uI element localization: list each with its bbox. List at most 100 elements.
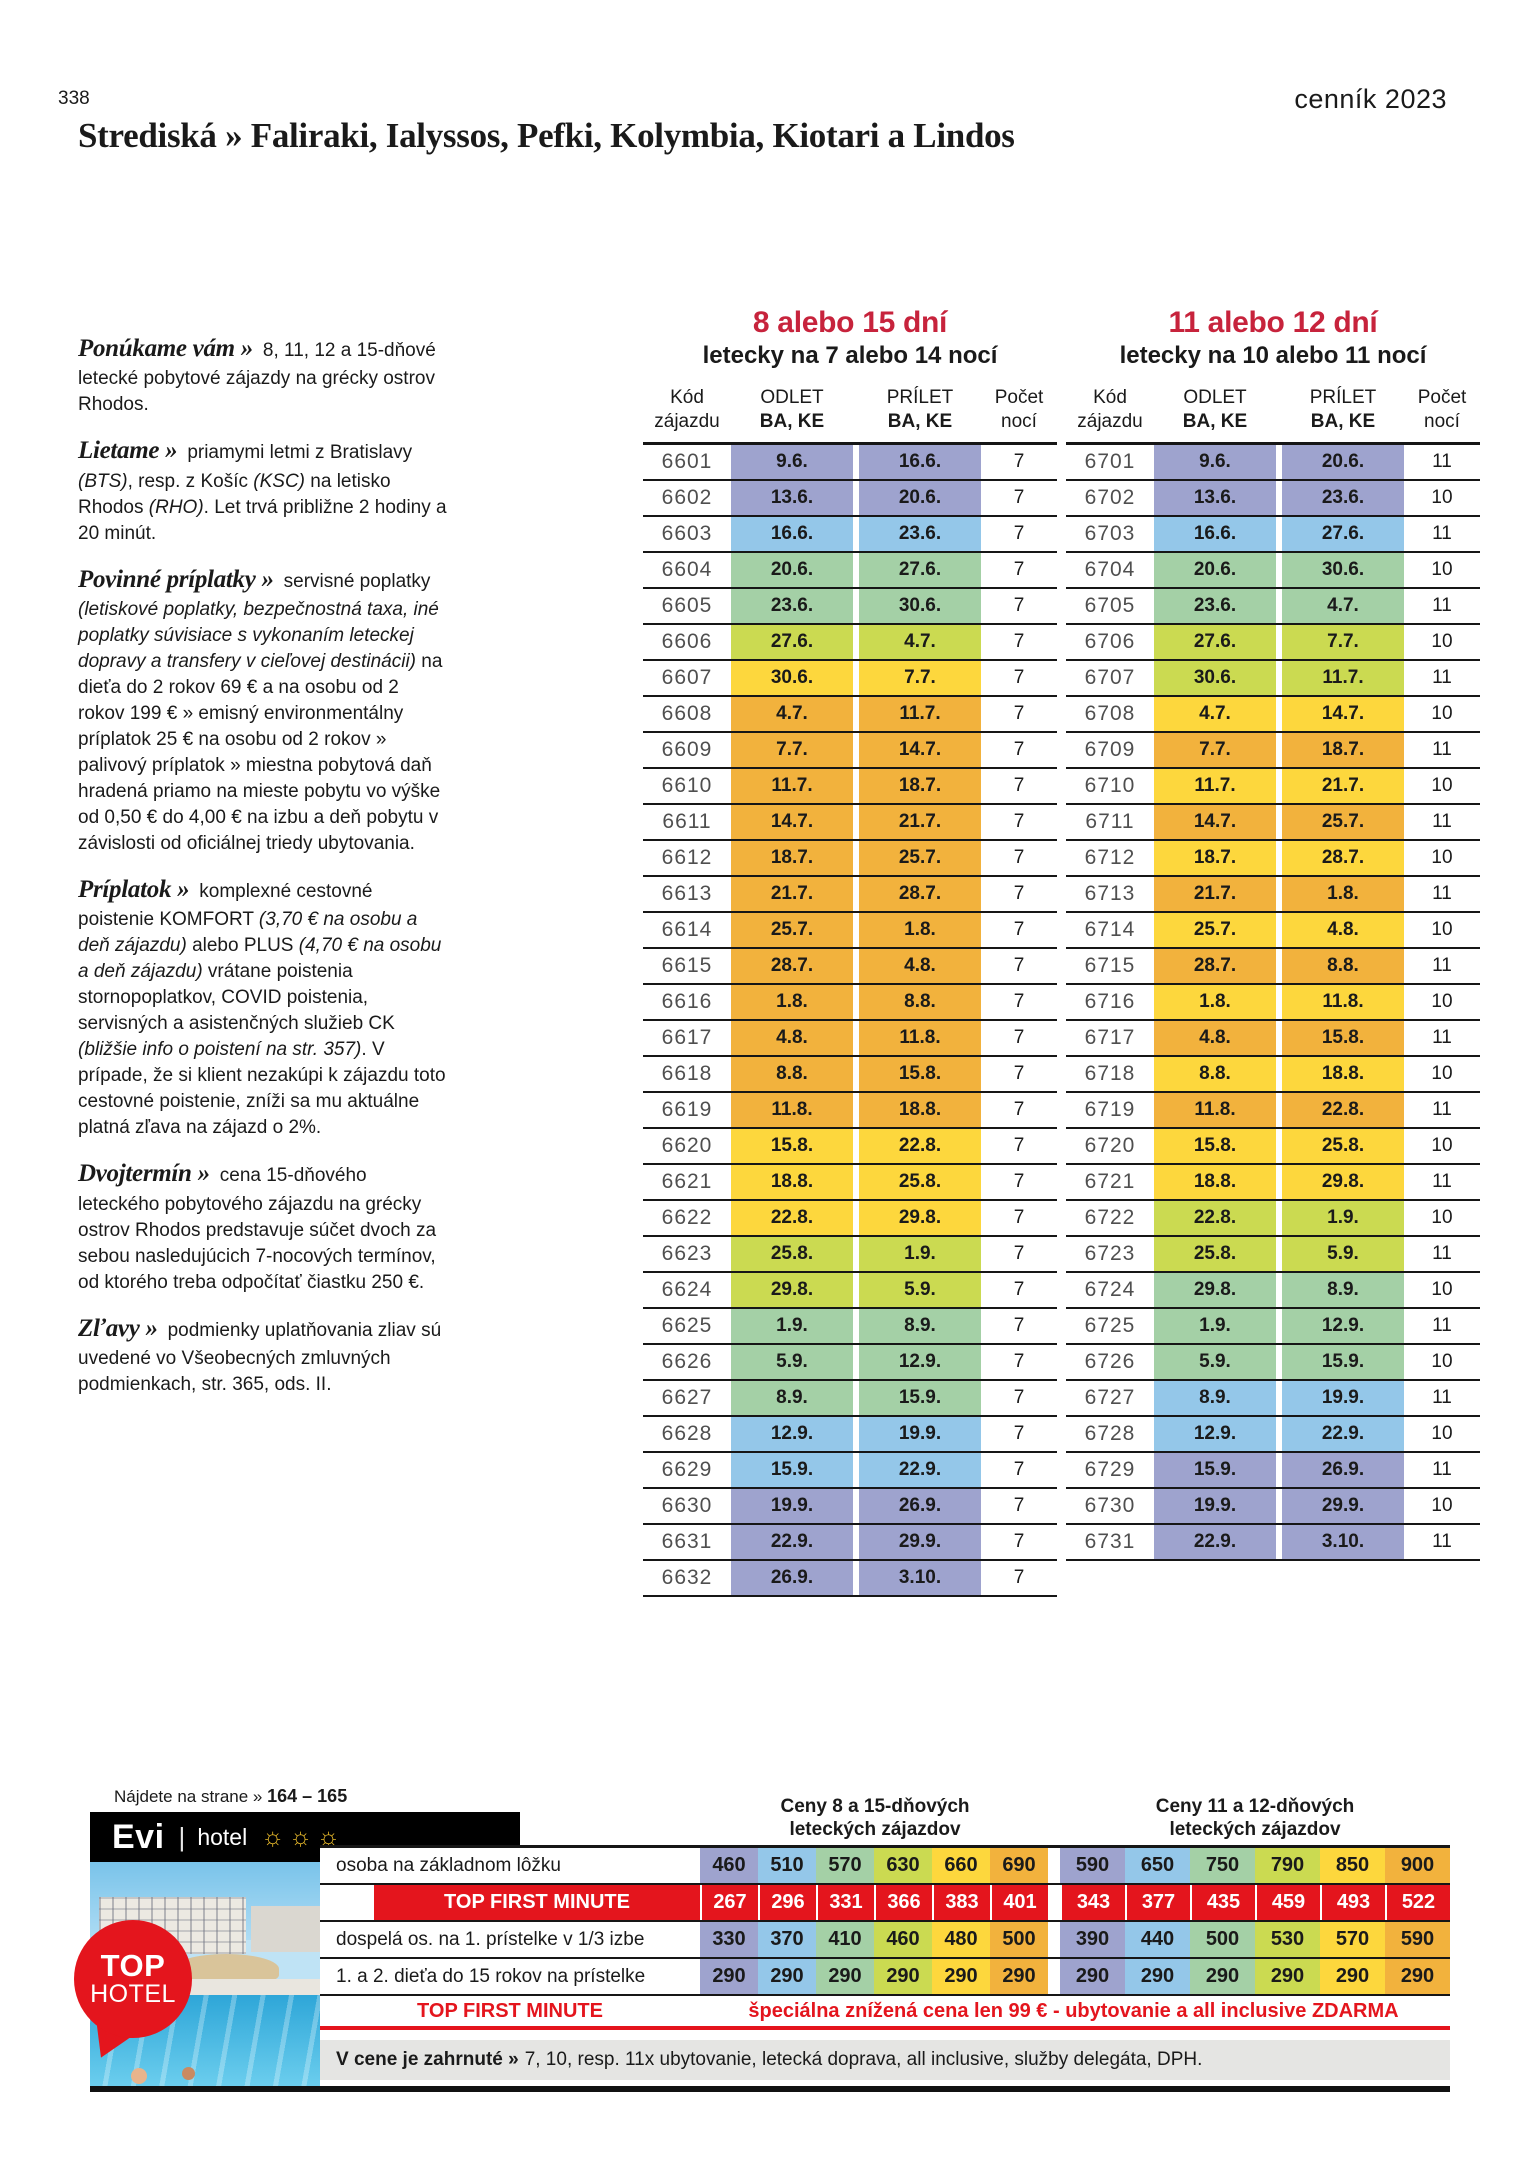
departure-row: 6609 7.7. 14.7. 7 bbox=[643, 732, 1057, 769]
nights-cell: 11 bbox=[1432, 1170, 1452, 1192]
group-gap bbox=[1048, 1922, 1060, 1957]
nights-cell: 7 bbox=[1013, 702, 1025, 724]
tour-code-cell: 6604 bbox=[661, 557, 713, 581]
price-cell: 267 bbox=[700, 1885, 758, 1920]
tour-code-cell: 6710 bbox=[1084, 773, 1136, 797]
column-gap bbox=[853, 696, 859, 731]
arrival-date-cell: 29.9. bbox=[859, 1524, 981, 1559]
nights-cell: 11 bbox=[1432, 1026, 1452, 1048]
arrival-date-cell: 25.8. bbox=[1282, 1128, 1404, 1163]
tour-code-cell: 6628 bbox=[661, 1421, 713, 1445]
tour-code-cell: 6709 bbox=[1084, 737, 1136, 761]
departure-row: 6607 30.6. 7.7. 7 bbox=[643, 660, 1057, 697]
departure-date-cell: 25.7. bbox=[1154, 912, 1276, 947]
column-gap bbox=[853, 1020, 859, 1055]
departure-date-cell: 15.8. bbox=[1154, 1128, 1276, 1163]
price-cell: 370 bbox=[758, 1922, 816, 1957]
departure-row: 6704 20.6. 30.6. 10 bbox=[1066, 552, 1480, 589]
column-header-code: Kód zájazdu bbox=[654, 387, 720, 433]
nights-cell: 7 bbox=[1013, 666, 1025, 688]
departure-row: 6719 11.8. 22.8. 11 bbox=[1066, 1092, 1480, 1129]
find-on-page-line: Nájdete na strane » 164 – 165 bbox=[114, 1786, 347, 1807]
nights-cell: 11 bbox=[1432, 1530, 1452, 1552]
departure-row: 6616 1.8. 8.8. 7 bbox=[643, 984, 1057, 1021]
departure-row: 6717 4.8. 15.8. 11 bbox=[1066, 1020, 1480, 1057]
paragraph-text: (KSC) bbox=[253, 470, 305, 492]
column-gap bbox=[853, 1092, 859, 1127]
departure-date-cell: 30.6. bbox=[1154, 660, 1276, 695]
nights-cell: 10 bbox=[1431, 1062, 1453, 1084]
promo-row: TOP FIRST MINUTE špeciálna znížená cena … bbox=[320, 1996, 1450, 2030]
departure-date-cell: 12.9. bbox=[731, 1416, 853, 1451]
page-number: 338 bbox=[58, 88, 90, 109]
departure-row: 6716 1.8. 11.8. 10 bbox=[1066, 984, 1480, 1021]
departure-date-cell: 22.9. bbox=[1154, 1524, 1276, 1559]
column-gap bbox=[853, 660, 859, 695]
departure-row: 6610 11.7. 18.7. 7 bbox=[643, 768, 1057, 805]
nights-cell: 11 bbox=[1432, 666, 1452, 688]
tour-code-cell: 6717 bbox=[1084, 1025, 1136, 1049]
departure-row: 6709 7.7. 18.7. 11 bbox=[1066, 732, 1480, 769]
departure-row: 6706 27.6. 7.7. 10 bbox=[1066, 624, 1480, 661]
price-cell: 660 bbox=[932, 1848, 990, 1883]
arrival-date-cell: 27.6. bbox=[1282, 516, 1404, 551]
departure-date-cell: 18.7. bbox=[731, 840, 853, 875]
tour-code-cell: 6730 bbox=[1084, 1493, 1136, 1517]
price-cell: 401 bbox=[990, 1885, 1048, 1920]
paragraph-text: podmienky uplatňovania zliav sú uvedené … bbox=[78, 1319, 442, 1395]
column-gap bbox=[853, 1344, 859, 1379]
info-paragraph: Ponúkame vám » 8, 11, 12 a 15-dňové lete… bbox=[78, 332, 450, 418]
tour-code-cell: 6618 bbox=[661, 1061, 713, 1085]
price-cell: 493 bbox=[1320, 1885, 1385, 1920]
column-gap bbox=[853, 1200, 859, 1235]
price-cell: 290 bbox=[1060, 1959, 1125, 1994]
price-row: 1. a 2. dieťa do 15 rokov na prístelke 29… bbox=[320, 1959, 1450, 1996]
column-gap bbox=[1276, 1452, 1282, 1487]
nights-cell: 10 bbox=[1431, 990, 1453, 1012]
price-cell: 530 bbox=[1255, 1922, 1320, 1957]
departure-row: 6630 19.9. 26.9. 7 bbox=[643, 1488, 1057, 1525]
tour-code-cell: 6610 bbox=[661, 773, 713, 797]
tour-code-cell: 6626 bbox=[661, 1349, 713, 1373]
departure-row: 6715 28.7. 8.8. 11 bbox=[1066, 948, 1480, 985]
departure-date-cell: 13.6. bbox=[731, 480, 853, 515]
departure-row: 6612 18.7. 25.7. 7 bbox=[643, 840, 1057, 877]
price-cell: 630 bbox=[874, 1848, 932, 1883]
departure-date-cell: 4.7. bbox=[731, 696, 853, 731]
column-gap bbox=[853, 804, 859, 839]
price-cell: 290 bbox=[1320, 1959, 1385, 1994]
tour-code-cell: 6629 bbox=[661, 1457, 713, 1481]
tour-code-cell: 6728 bbox=[1084, 1421, 1136, 1445]
tour-code-cell: 6607 bbox=[661, 665, 713, 689]
column-gap bbox=[853, 1056, 859, 1091]
nights-cell: 10 bbox=[1431, 558, 1453, 580]
find-label: Nájdete na strane » bbox=[114, 1787, 263, 1806]
badge-line1: TOP bbox=[100, 1947, 166, 1983]
arrival-date-cell: 25.8. bbox=[859, 1164, 981, 1199]
departure-row: 6628 12.9. 19.9. 7 bbox=[643, 1416, 1057, 1453]
included-bar: V cene je zahrnuté » 7, 10, resp. 11x ub… bbox=[320, 2040, 1450, 2080]
paragraph-heading: Dvojtermín » bbox=[78, 1160, 216, 1188]
departure-row: 6620 15.8. 22.8. 7 bbox=[643, 1128, 1057, 1165]
departure-date-cell: 18.7. bbox=[1154, 840, 1276, 875]
arrival-date-cell: 29.8. bbox=[1282, 1164, 1404, 1199]
price-row-label: osoba na základnom lôžku bbox=[320, 1848, 700, 1883]
tour-code-cell: 6724 bbox=[1084, 1277, 1136, 1301]
departure-row: 6618 8.8. 15.8. 7 bbox=[643, 1056, 1057, 1093]
arrival-date-cell: 22.8. bbox=[1282, 1092, 1404, 1127]
departure-date-cell: 18.8. bbox=[731, 1164, 853, 1199]
price-cell: 460 bbox=[700, 1848, 758, 1883]
departure-date-cell: 20.6. bbox=[731, 552, 853, 587]
departure-date-cell: 4.8. bbox=[731, 1020, 853, 1055]
departure-date-cell: 19.9. bbox=[1154, 1488, 1276, 1523]
column-gap bbox=[853, 1272, 859, 1307]
departure-row: 6629 15.9. 22.9. 7 bbox=[643, 1452, 1057, 1489]
tour-code-cell: 6703 bbox=[1084, 521, 1136, 545]
column-gap bbox=[853, 876, 859, 911]
arrival-date-cell: 25.7. bbox=[1282, 804, 1404, 839]
price-cell: 650 bbox=[1125, 1848, 1190, 1883]
nights-cell: 7 bbox=[1013, 630, 1025, 652]
edition-label: cenník 2023 bbox=[1294, 84, 1447, 114]
column-gap bbox=[1276, 1164, 1282, 1199]
